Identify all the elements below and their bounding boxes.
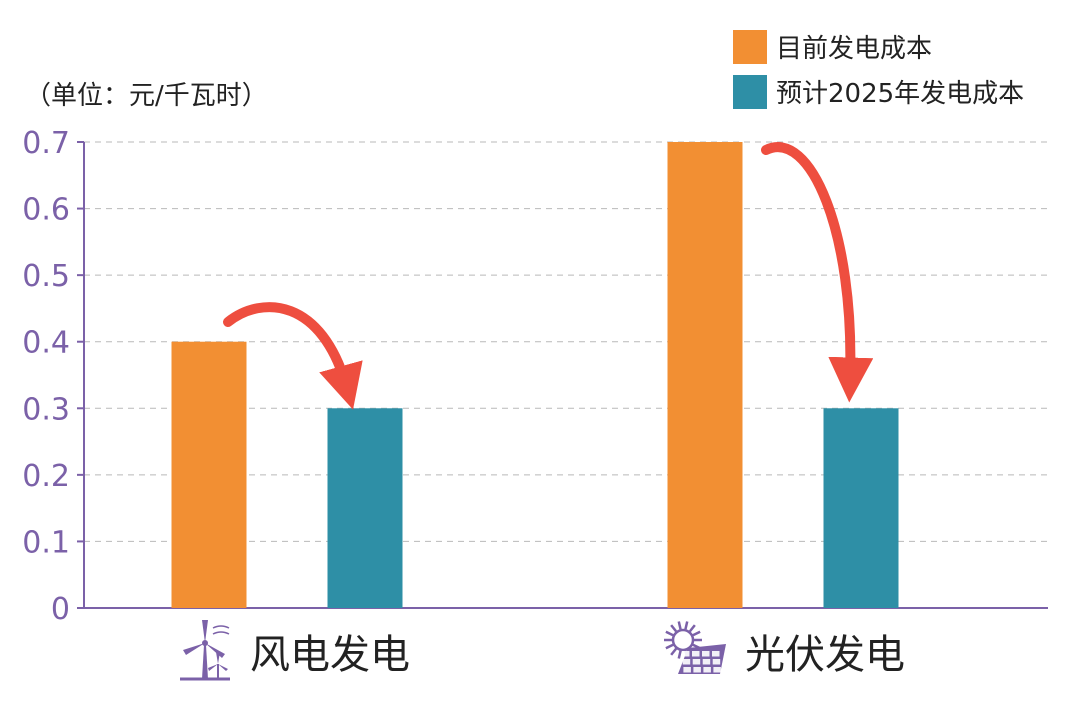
- y-tick-label: 0.3: [22, 392, 70, 427]
- bar-current-wind: [171, 341, 247, 608]
- y-tick-label: 0.6: [22, 193, 70, 228]
- y-tick-label: 0.1: [22, 525, 70, 560]
- trend-arrows: [223, 142, 874, 410]
- wind-turbine-icon: [180, 620, 230, 681]
- y-tick-label: 0: [51, 592, 70, 627]
- wind-trend-arrow: [223, 302, 363, 410]
- unit-label: （单位：元/千瓦时）: [25, 81, 268, 111]
- category-label-solar: 光伏发电: [745, 632, 905, 678]
- legend-label-forecast: 预计2025年发电成本: [776, 79, 1024, 109]
- bars: [171, 142, 899, 608]
- bar-forecast-solar: [823, 408, 899, 608]
- legend-swatch-current: [733, 30, 767, 64]
- bar-current-solar: [667, 142, 743, 608]
- solar-trend-arrow: [761, 142, 874, 403]
- legend-label-current: 目前发电成本: [776, 34, 932, 64]
- legend-swatch-forecast: [733, 75, 767, 109]
- solar-panel-icon: [664, 621, 726, 674]
- y-tick-label: 0.2: [22, 459, 70, 494]
- bar-forecast-wind: [327, 408, 403, 608]
- y-tick-label: 0.7: [22, 126, 70, 161]
- y-tick-label: 0.4: [22, 326, 70, 361]
- category-label-wind: 风电发电: [250, 632, 410, 678]
- y-tick-label: 0.5: [22, 259, 70, 294]
- labels: 0 0.1 0.2 0.3 0.4 0.5 0.6 0.7 （单位：元/千瓦时） 风电发电 光伏发电: [22, 81, 905, 681]
